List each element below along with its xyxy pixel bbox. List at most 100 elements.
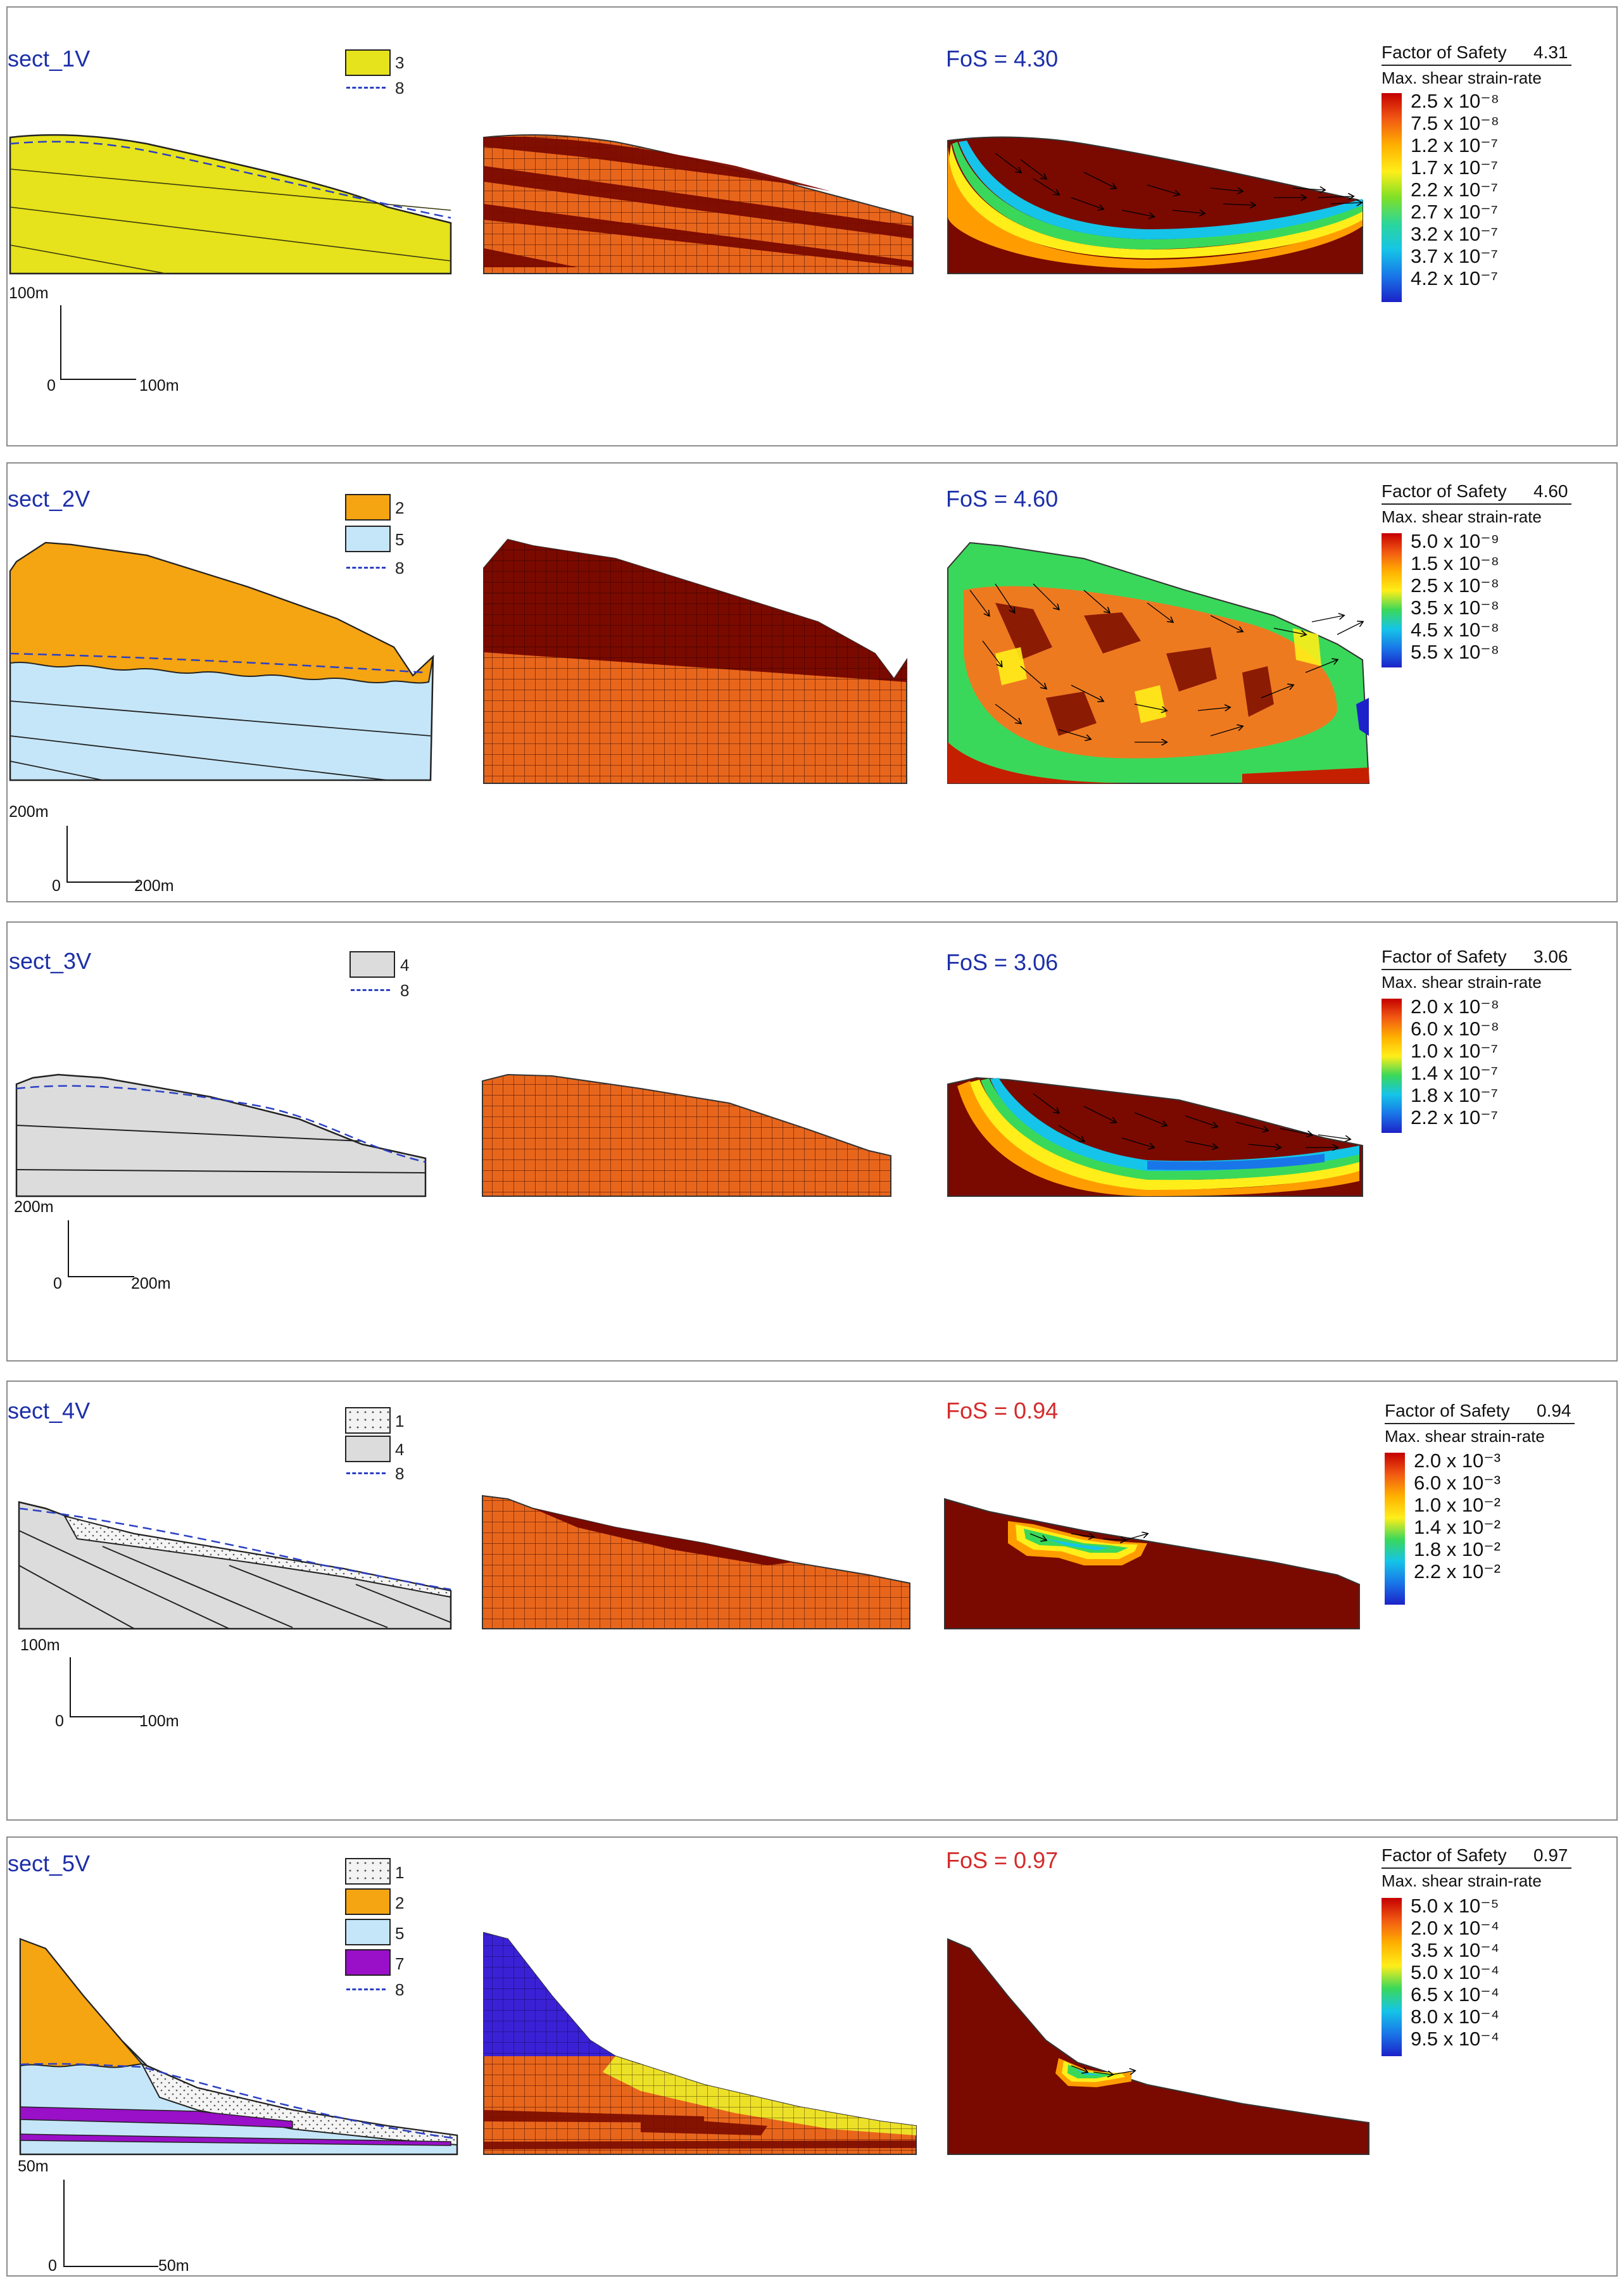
legend-label: 8	[400, 981, 410, 1000]
scale-vertical-label: 200m	[14, 1198, 54, 1216]
colorbar-tick: 6.0 x 10⁻⁸	[1411, 1018, 1499, 1040]
colorbar-tick: 5.5 x 10⁻⁸	[1411, 641, 1499, 663]
colorbar-fos-value: 0.94	[1537, 1401, 1571, 1420]
colorbar-tick: 2.5 x 10⁻⁸	[1411, 90, 1499, 112]
colorbar-title: Factor of Safety	[1382, 947, 1507, 966]
colorbar-fos-value: 0.97	[1533, 1845, 1568, 1865]
legend-label: 5	[395, 1924, 405, 1943]
colorbar-title: Factor of Safety	[1382, 481, 1507, 501]
colorbar-tick: 1.0 x 10⁻²	[1414, 1494, 1501, 1516]
colorbar-tick: 6.0 x 10⁻³	[1414, 1472, 1501, 1494]
mesh-model	[483, 134, 914, 274]
scale-bar-vertical	[60, 305, 61, 380]
geology-profile	[9, 134, 452, 275]
geology-profile	[9, 541, 434, 781]
colorbar-tick: 3.5 x 10⁻⁸	[1411, 597, 1499, 619]
legend-water-table-dash	[346, 1988, 386, 1990]
colorbar-tick: 3.2 x 10⁻⁷	[1411, 223, 1498, 245]
colorbar-tick: 2.7 x 10⁻⁷	[1411, 201, 1498, 223]
section-graphics-4	[18, 1494, 1360, 1630]
scale-origin-label: 0	[55, 1712, 64, 1730]
colorbar-rule	[1382, 65, 1571, 66]
scale-origin-label: 0	[48, 2257, 57, 2275]
legend-water-table-dash	[346, 87, 386, 89]
fos-value: FoS = 3.06	[946, 949, 1059, 975]
colorbar-tick: 5.0 x 10⁻⁹	[1411, 530, 1499, 552]
colorbar-fos-value: 3.06	[1533, 947, 1568, 966]
colorbar-rule	[1382, 1867, 1571, 1869]
colorbar-tick: 3.5 x 10⁻⁴	[1411, 1939, 1499, 1961]
scale-origin-label: 0	[47, 377, 56, 395]
strain-rate-contour	[947, 1938, 1369, 2155]
colorbar-tick: 1.2 x 10⁻⁷	[1411, 134, 1498, 156]
legend-label: 8	[395, 1980, 405, 1999]
colorbar-tick: 7.5 x 10⁻⁸	[1411, 112, 1499, 134]
colorbar-ticks: 2.0 x 10⁻³ 6.0 x 10⁻³ 1.0 x 10⁻² 1.4 x 1…	[1414, 1450, 1501, 1583]
colorbar-subtitle: Max. shear strain-rate	[1382, 507, 1542, 526]
scale-vertical-label: 100m	[9, 284, 49, 302]
geology-profile	[19, 1938, 458, 2156]
colorbar-tick: 3.7 x 10⁻⁷	[1411, 245, 1498, 267]
colorbar-tick: 5.0 x 10⁻⁴	[1411, 1961, 1499, 1983]
colorbar-tick: 4.5 x 10⁻⁸	[1411, 619, 1499, 641]
fos-value: FoS = 4.30	[946, 46, 1059, 72]
colorbar-subtitle: Max. shear strain-rate	[1382, 68, 1542, 87]
colorbar-tick: 2.0 x 10⁻⁴	[1411, 1917, 1499, 1939]
mesh-model	[483, 538, 907, 784]
geology-profile	[18, 1501, 452, 1630]
colorbar-ticks: 2.5 x 10⁻⁸ 7.5 x 10⁻⁸ 1.2 x 10⁻⁷ 1.7 x 1…	[1411, 90, 1499, 289]
section-graphics-1	[9, 134, 1363, 275]
colorbar-ticks: 2.0 x 10⁻⁸ 6.0 x 10⁻⁸ 1.0 x 10⁻⁷ 1.4 x 1…	[1411, 995, 1499, 1128]
section-graphics-3	[15, 1073, 1363, 1197]
colorbar-tick: 1.0 x 10⁻⁷	[1411, 1040, 1498, 1062]
colorbar-ticks: 5.0 x 10⁻⁵ 2.0 x 10⁻⁴ 3.5 x 10⁻⁴ 5.0 x 1…	[1411, 1895, 1499, 2050]
mesh-model	[483, 1931, 917, 2155]
colorbar-fos-value: 4.31	[1533, 42, 1568, 62]
colorbar-tick: 9.5 x 10⁻⁴	[1411, 2028, 1499, 2050]
colorbar-tick: 5.0 x 10⁻⁵	[1411, 1895, 1499, 1917]
colorbar-tick: 1.8 x 10⁻²	[1414, 1538, 1501, 1560]
colorbar-tick: 2.0 x 10⁻⁸	[1411, 995, 1499, 1018]
colorbar-title: Factor of Safety	[1382, 42, 1507, 62]
geology-profile	[15, 1073, 427, 1197]
colorbar-gradient	[1382, 999, 1402, 1133]
colorbar-tick: 2.2 x 10⁻²	[1414, 1560, 1501, 1583]
colorbar-tick: 1.7 x 10⁻⁷	[1411, 156, 1498, 179]
legend-swatch-2	[345, 494, 391, 521]
colorbar-tick: 4.2 x 10⁻⁷	[1411, 267, 1498, 289]
section-title: sect_3V	[9, 948, 92, 974]
scale-bar-horizontal	[70, 1716, 142, 1717]
legend-swatch-3	[345, 49, 391, 76]
scale-bar-vertical	[63, 2180, 65, 2267]
scale-bar-vertical	[68, 1220, 69, 1277]
colorbar-gradient	[1382, 533, 1402, 667]
legend-swatch-1	[345, 1407, 391, 1434]
colorbar-title: Factor of Safety	[1382, 1845, 1507, 1865]
section-title: sect_1V	[8, 46, 91, 72]
scale-horizontal-label: 100m	[139, 1712, 179, 1730]
scale-horizontal-label: 50m	[158, 2257, 189, 2275]
section-panel-4: sect_4V 1 4 8 FoS = 0.94 Factor of Safet…	[6, 1381, 1618, 1821]
legend-swatch-5	[345, 1919, 391, 1945]
colorbar-tick: 2.2 x 10⁻⁷	[1411, 1106, 1498, 1128]
section-graphics-5	[19, 1931, 1369, 2156]
legend-swatch-4	[349, 951, 395, 978]
fos-value: FoS = 0.94	[946, 1398, 1059, 1424]
section-title: sect_4V	[8, 1398, 91, 1424]
scale-bar-horizontal	[63, 2266, 158, 2267]
colorbar-subtitle: Max. shear strain-rate	[1385, 1427, 1545, 1446]
strain-rate-contour	[947, 1077, 1363, 1197]
colorbar-gradient	[1382, 1898, 1402, 2056]
scale-horizontal-label: 200m	[131, 1275, 171, 1292]
colorbar-tick: 1.8 x 10⁻⁷	[1411, 1084, 1498, 1106]
section-title: sect_2V	[8, 486, 91, 512]
scale-vertical-label: 200m	[9, 803, 49, 821]
legend-water-table-dash	[346, 1472, 386, 1474]
colorbar-gradient	[1382, 93, 1402, 302]
section-graphics-2	[9, 538, 1370, 784]
colorbar-subtitle: Max. shear strain-rate	[1382, 973, 1542, 992]
section-panel-2: sect_2V 2 5 8 FoS = 4.60 Factor of Safet…	[6, 462, 1618, 902]
scale-bar-horizontal	[68, 1276, 134, 1277]
legend-label: 2	[395, 1893, 405, 1912]
legend-label: 4	[395, 1440, 405, 1459]
